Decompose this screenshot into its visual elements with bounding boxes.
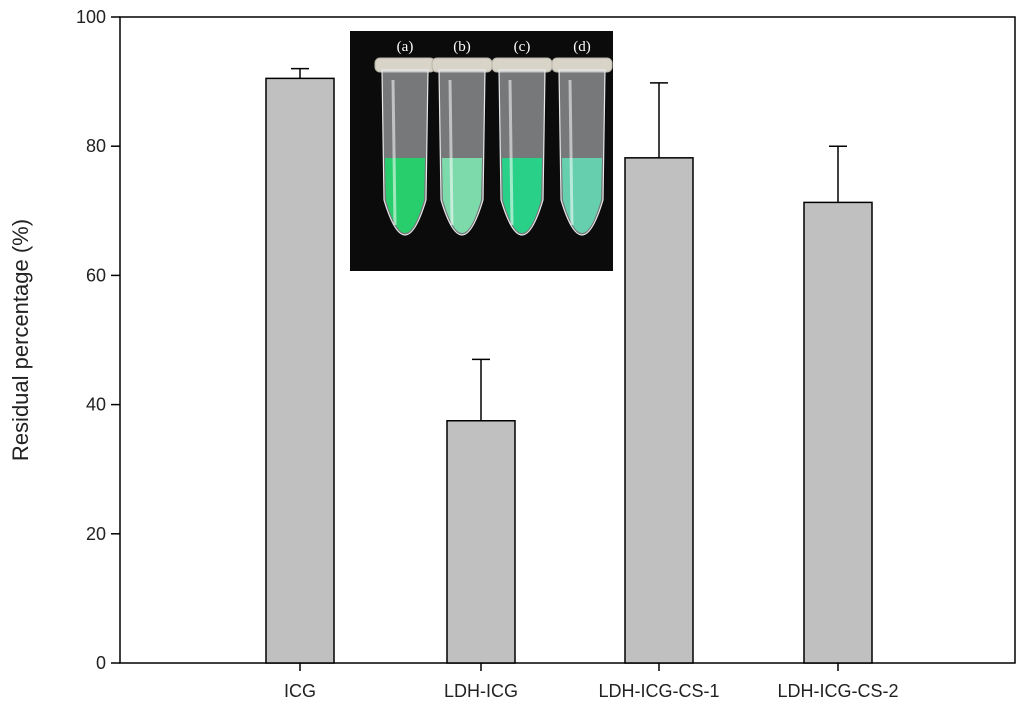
tube-highlight: [448, 79, 454, 226]
x-tick-label: LDH-ICG-CS-2: [777, 681, 898, 701]
inset-tube-label: (c): [514, 39, 531, 55]
y-tick-label: 80: [86, 136, 106, 156]
x-tick-label: LDH-ICG-CS-1: [598, 681, 719, 701]
axes: [119, 16, 1016, 664]
bar-icg: [265, 77, 335, 664]
inset-tube-label: (b): [453, 39, 471, 55]
y-tick-label: 100: [76, 7, 106, 27]
tube-3: (c): [491, 39, 553, 236]
tube-highlight: [508, 79, 514, 226]
tube-1: (a): [374, 39, 436, 236]
y-tick-label: 20: [86, 524, 106, 544]
plot-frame: [119, 16, 1016, 664]
x-tick-labels: ICG LDH-ICG LDH-ICG-CS-1 LDH-ICG-CS-2: [284, 663, 899, 701]
tube-highlight: [391, 79, 397, 226]
x-tick-label: LDH-ICG: [444, 681, 518, 701]
error-bars: [291, 67, 847, 421]
y-tick-label: 60: [86, 265, 106, 285]
y-tick-label: 0: [96, 653, 106, 673]
tube-2: (b): [431, 39, 493, 236]
inset-tube-label: (a): [397, 39, 414, 55]
y-axis-label: Residual percentage (%): [8, 219, 33, 461]
bar-ldh-icg-cs-2: [803, 201, 873, 664]
tube-highlight: [568, 79, 574, 226]
inset-tube-label: (d): [573, 39, 591, 55]
x-tick-label: ICG: [284, 681, 316, 701]
inset-photo-tubes: (a) (b) (c) (d): [350, 31, 613, 271]
tube-4: (d): [551, 39, 613, 236]
y-ticks: 0 20 40 60 80 100: [76, 7, 120, 673]
y-tick-label: 40: [86, 395, 106, 415]
bar-ldh-icg-cs-1: [624, 157, 694, 664]
bar-ldh-icg: [446, 420, 516, 664]
